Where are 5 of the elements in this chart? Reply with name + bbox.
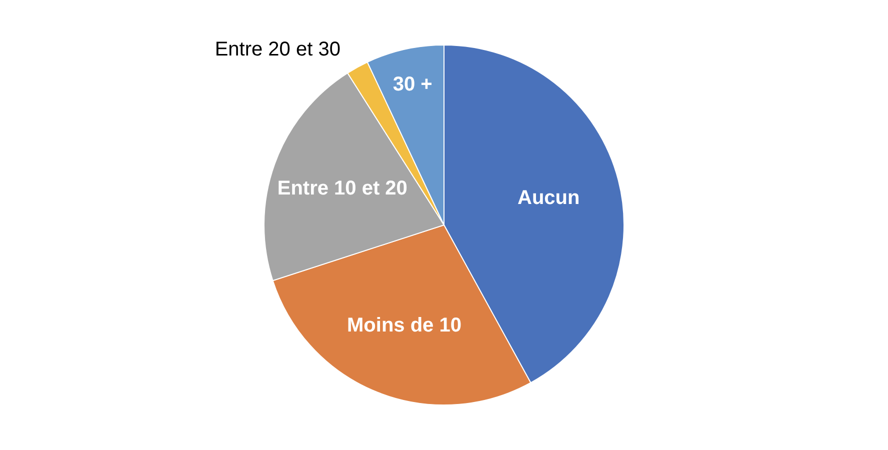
slice-label: 30 + [392, 73, 432, 96]
slice-label: Entre 20 et 30 [214, 38, 340, 61]
slice-label: Aucun [518, 187, 580, 210]
slice-label: Entre 10 et 20 [277, 177, 408, 200]
slice-label: Moins de 10 [347, 314, 462, 336]
